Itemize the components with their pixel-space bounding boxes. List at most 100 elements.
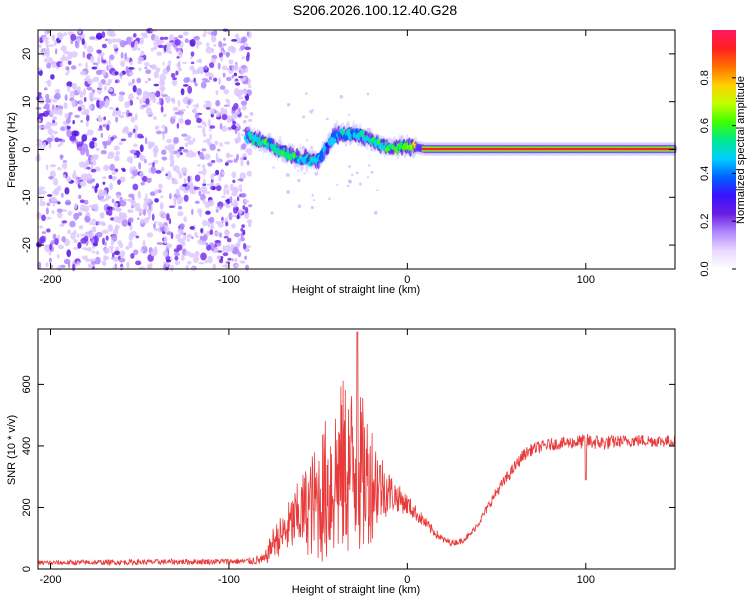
noise-blob xyxy=(136,96,140,100)
noise-blob xyxy=(201,77,209,81)
noise-blob xyxy=(64,94,68,101)
noise-blob xyxy=(177,67,183,72)
noise-blob xyxy=(344,144,347,147)
noise-blob xyxy=(223,235,229,239)
noise-blob xyxy=(221,65,228,71)
noise-blob xyxy=(81,110,89,116)
noise-blob xyxy=(213,29,218,36)
noise-blob xyxy=(78,194,82,200)
noise-blob xyxy=(109,163,115,171)
noise-blob xyxy=(206,230,210,237)
noise-blob xyxy=(207,255,213,264)
spectrogram-y-axis: -20 -10 0 10 20 xyxy=(21,48,675,253)
noise-blob xyxy=(43,57,49,63)
noise-blob xyxy=(66,81,73,88)
noise-blob xyxy=(46,44,49,53)
noise-blob xyxy=(76,85,81,93)
noise-blob xyxy=(148,144,152,150)
noise-blob xyxy=(193,77,196,83)
noise-blob xyxy=(233,102,239,110)
noise-blob xyxy=(154,198,159,203)
noise-blob xyxy=(62,174,67,179)
noise-blob xyxy=(91,218,97,226)
noise-blob xyxy=(101,59,107,64)
noise-blob xyxy=(45,40,50,44)
noise-blob xyxy=(184,251,191,256)
noise-blob xyxy=(80,237,87,244)
noise-blob xyxy=(54,48,58,55)
noise-blob xyxy=(152,162,155,168)
noise-blob xyxy=(131,205,134,209)
noise-blob xyxy=(77,146,84,151)
noise-blob xyxy=(201,219,208,227)
noise-blob xyxy=(179,223,185,229)
noise-blob xyxy=(35,107,42,110)
noise-blob xyxy=(54,238,59,246)
noise-blob xyxy=(177,50,183,59)
noise-blob xyxy=(85,119,89,128)
noise-blob xyxy=(77,28,82,35)
noise-blob xyxy=(129,149,137,154)
noise-blob xyxy=(172,106,179,112)
noise-blob xyxy=(240,227,244,232)
noise-blob xyxy=(173,116,177,119)
noise-blob xyxy=(182,183,188,187)
noise-blob xyxy=(73,247,79,250)
noise-blob xyxy=(170,158,175,166)
noise-blob xyxy=(100,221,106,225)
noise-blob xyxy=(184,119,192,126)
noise-blob xyxy=(174,260,180,266)
noise-blob xyxy=(160,166,165,172)
noise-blob xyxy=(84,215,90,223)
noise-blob xyxy=(366,92,370,96)
noise-blob xyxy=(234,128,238,135)
noise-blob xyxy=(169,149,175,155)
noise-blob xyxy=(95,183,99,189)
noise-blob xyxy=(209,133,213,140)
noise-blob xyxy=(110,239,115,246)
noise-blob xyxy=(216,110,220,118)
noise-blob xyxy=(231,171,237,179)
noise-blob xyxy=(196,125,203,129)
noise-blob xyxy=(83,96,87,103)
noise-blob xyxy=(56,208,63,213)
noise-blob xyxy=(153,71,160,79)
noise-blob xyxy=(204,65,208,70)
noise-blob xyxy=(36,67,42,72)
noise-blob xyxy=(183,216,188,223)
noise-blob xyxy=(189,39,196,47)
noise-blob xyxy=(127,100,131,108)
noise-blob xyxy=(231,223,236,229)
noise-blob xyxy=(157,44,165,49)
noise-blob xyxy=(119,40,126,48)
noise-blob xyxy=(107,38,113,45)
noise-blob xyxy=(163,226,170,233)
noise-blob xyxy=(205,242,209,247)
noise-blob xyxy=(244,115,249,119)
noise-blob xyxy=(155,169,162,174)
noise-blob xyxy=(183,194,189,202)
noise-blob xyxy=(219,85,226,90)
noise-blob xyxy=(239,213,242,216)
noise-blob xyxy=(162,132,165,141)
noise-blob xyxy=(81,134,88,142)
noise-blob xyxy=(198,261,205,265)
noise-blob xyxy=(48,250,52,256)
snr-y-axis: 0 200 400 600 xyxy=(21,375,675,572)
y-tick-label: -20 xyxy=(21,237,33,253)
noise-blob xyxy=(242,229,246,236)
noise-blob xyxy=(170,72,176,78)
noise-blob xyxy=(101,260,106,266)
noise-blob xyxy=(243,199,250,203)
noise-blob xyxy=(159,73,167,82)
noise-blob xyxy=(77,242,82,249)
noise-blob xyxy=(105,197,109,201)
noise-blob xyxy=(186,105,189,109)
noise-blob xyxy=(107,65,112,70)
noise-blob xyxy=(37,92,42,97)
noise-blob xyxy=(165,261,169,268)
noise-blob xyxy=(183,234,187,242)
noise-blob xyxy=(62,160,68,163)
noise-blob xyxy=(183,178,187,184)
noise-blob xyxy=(115,116,119,123)
